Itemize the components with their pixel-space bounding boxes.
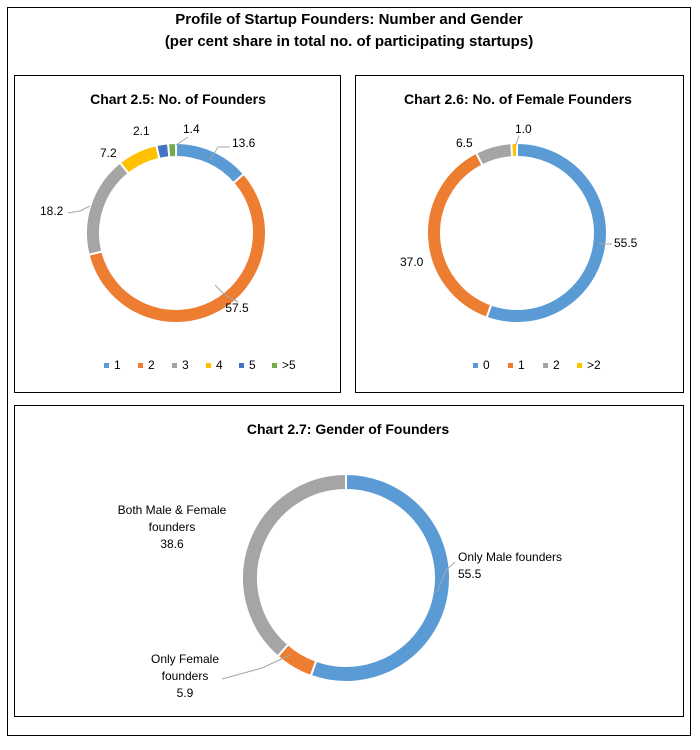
data-label: 18.2 [40, 204, 64, 218]
legend-label: >5 [282, 358, 296, 372]
chart-title: Chart 2.5: No. of Founders [90, 91, 266, 107]
data-label: 1.0 [515, 122, 532, 136]
donut-segment-2 [426, 151, 493, 319]
data-label: 13.6 [232, 136, 256, 150]
leader-line [209, 146, 230, 161]
donut-segment-6 [167, 141, 177, 159]
leader-line [598, 242, 612, 245]
data-label: 37.0 [400, 255, 424, 269]
legend-label: 2 [148, 358, 155, 372]
data-label: founders [162, 669, 209, 683]
figure-title-line1: Profile of Startup Founders: Number and … [175, 11, 523, 28]
legend-swatch [239, 363, 244, 368]
legend-swatch [473, 363, 478, 368]
legend-label: 0 [483, 358, 490, 372]
legend-label: 4 [216, 358, 223, 372]
leader-line [515, 135, 520, 146]
legend-label: 2 [553, 358, 560, 372]
leader-line [67, 205, 91, 214]
legend-label: 5 [249, 358, 256, 372]
legend-swatch [543, 363, 548, 368]
donut-chart-2-5: 13.6 57.5 18.2 7.2 1.4 2.1 1 2 3 4 5 >5 [40, 122, 296, 372]
legend-label: 3 [182, 358, 189, 372]
donut-segment-3 [474, 142, 514, 167]
donut-segment-3 [85, 161, 131, 257]
data-label: 2.1 [133, 124, 150, 138]
panel-chart-2-5 [14, 75, 341, 393]
data-label: 1.4 [183, 122, 200, 136]
data-label: 5.9 [177, 686, 194, 700]
data-label: 55.5 [458, 567, 482, 581]
panel-chart-2-6 [355, 75, 684, 393]
data-label: 57.5 [225, 301, 249, 315]
donut-segment-3 [241, 472, 347, 658]
legend-swatch [104, 363, 109, 368]
leader-line [214, 284, 239, 303]
legend-swatch [577, 363, 582, 368]
legend-swatch [508, 363, 513, 368]
chart-title: Chart 2.6: No. of Female Founders [404, 91, 632, 107]
leader-line [436, 561, 456, 593]
donut-segment-1 [485, 141, 609, 324]
donut-chart-2-7: Only Male founders 55.5 Only Female founder… [118, 472, 562, 700]
figure-title-line2: (per cent share in total no. of particip… [165, 33, 533, 50]
data-label: Only Female [151, 652, 219, 666]
data-label: Both Male & Female [118, 503, 227, 517]
outer-frame [7, 7, 691, 736]
panel-chart-2-7 [14, 405, 684, 717]
chart-title: Chart 2.7: Gender of Founders [247, 421, 449, 437]
donut-segment-4 [118, 143, 161, 175]
donut-chart-2-6: 55.5 37.0 6.5 1.0 0 1 2 >2 [400, 122, 638, 372]
legend-swatch [206, 363, 211, 368]
legend-label: 1 [518, 358, 525, 372]
data-label: 6.5 [456, 136, 473, 150]
data-label: 55.5 [614, 236, 638, 250]
legend-label: 1 [114, 358, 121, 372]
data-label: 38.6 [160, 537, 184, 551]
legend-label: >2 [587, 358, 601, 372]
data-label: Only Male founders [458, 550, 562, 564]
data-label: founders [149, 520, 196, 534]
legend-swatch [172, 363, 177, 368]
leader-line [175, 136, 189, 146]
donut-segment-4 [510, 141, 518, 159]
data-label: 7.2 [100, 146, 117, 160]
leader-line [221, 654, 291, 680]
legend-swatch [138, 363, 143, 368]
legend-swatch [272, 363, 277, 368]
donut-segment-1 [309, 472, 451, 683]
